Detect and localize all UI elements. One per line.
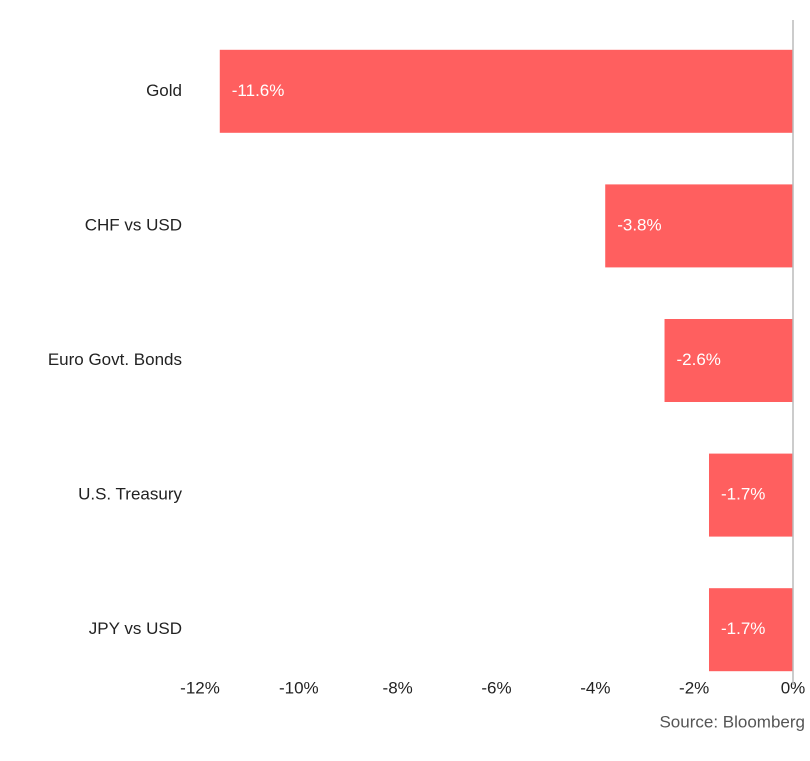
x-tick-label: -2% bbox=[679, 678, 709, 697]
bar bbox=[605, 184, 793, 268]
x-tick-label: -6% bbox=[481, 678, 511, 697]
x-tick-label: -4% bbox=[580, 678, 610, 697]
value-label: -1.7% bbox=[721, 619, 765, 638]
x-tick-label: -12% bbox=[180, 678, 220, 697]
x-tick-label: 0% bbox=[781, 678, 806, 697]
bar bbox=[219, 49, 793, 133]
y-tick-label: U.S. Treasury bbox=[78, 485, 182, 504]
y-tick-label: JPY vs USD bbox=[89, 619, 182, 638]
x-tick-label: -8% bbox=[383, 678, 413, 697]
y-tick-label: CHF vs USD bbox=[85, 215, 182, 234]
value-label: -3.8% bbox=[617, 215, 661, 234]
bar bbox=[708, 453, 793, 537]
y-tick-label: Euro Govt. Bonds bbox=[48, 350, 182, 369]
y-tick-label: Gold bbox=[146, 81, 182, 100]
value-label: -2.6% bbox=[677, 350, 721, 369]
x-tick-label: -10% bbox=[279, 678, 319, 697]
value-label: -1.7% bbox=[721, 485, 765, 504]
source-note: Source: Bloomberg bbox=[659, 712, 805, 731]
bar bbox=[708, 588, 793, 672]
value-label: -11.6% bbox=[232, 81, 285, 100]
bar bbox=[664, 319, 793, 402]
